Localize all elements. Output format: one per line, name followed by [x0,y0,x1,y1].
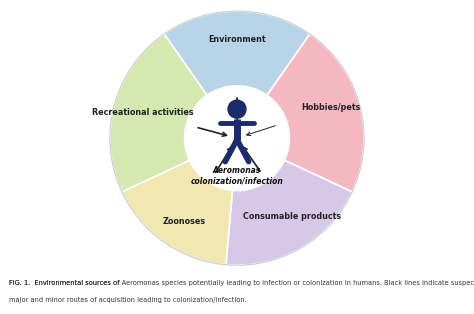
Text: major and minor routes of acquisition leading to colonization/infection.: major and minor routes of acquisition le… [9,297,247,303]
Wedge shape [237,34,364,192]
Text: Recreational activities: Recreational activities [92,108,194,117]
Text: FIG. 1.  Environmental sources of Aeromonas species potentially leading to infec: FIG. 1. Environmental sources of Aeromon… [9,280,474,286]
Text: Environment: Environment [208,35,266,44]
Wedge shape [164,11,310,138]
Text: Consumable products: Consumable products [243,212,341,221]
Text: FIG. 1.  Environmental sources of: FIG. 1. Environmental sources of [9,280,122,286]
Text: Zoonoses: Zoonoses [163,217,206,226]
Circle shape [228,100,246,118]
Circle shape [110,11,364,265]
Text: Aeromonas
colonization/infection: Aeromonas colonization/infection [191,166,283,186]
Wedge shape [226,138,352,265]
Wedge shape [122,138,237,265]
Circle shape [184,86,290,191]
Wedge shape [110,34,237,192]
Text: Hobbies/pets: Hobbies/pets [301,103,361,112]
